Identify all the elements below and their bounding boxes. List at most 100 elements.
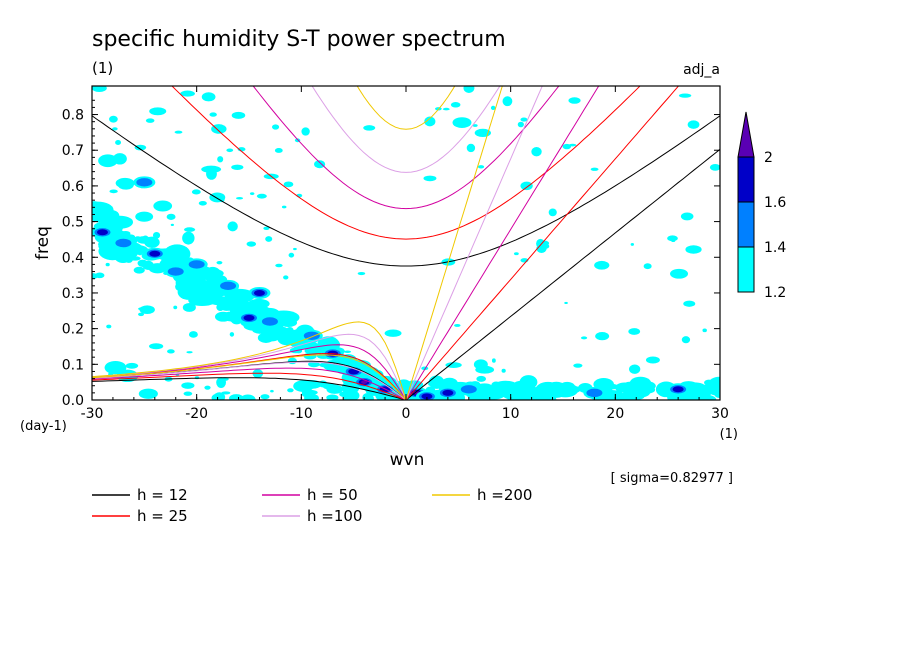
legend-label: h =200 (477, 486, 532, 504)
contour-blob (201, 165, 222, 173)
contour-blob (145, 118, 155, 123)
contour-blob (188, 295, 216, 307)
contour-blob (170, 223, 174, 226)
mrg-curve-h200 (92, 321, 407, 400)
y-tick-label: 0.0 (62, 393, 84, 409)
rossby-curve-h25 (92, 372, 407, 400)
contour-blob (304, 393, 319, 400)
peak-high (149, 250, 161, 257)
contour-blob (237, 147, 246, 152)
peak-mid (167, 267, 184, 276)
contour-blob (106, 324, 112, 329)
chart-title: specific humidity S-T power spectrum (92, 27, 506, 52)
contour-blob (288, 252, 295, 258)
contour-blob (216, 260, 223, 265)
contour-blob (629, 376, 652, 391)
contour-blob (428, 381, 442, 387)
peak-mid (188, 260, 205, 269)
x-tick-label: 30 (711, 406, 729, 422)
rossby-curve-h12 (92, 377, 407, 400)
peak-mid (261, 317, 278, 326)
contour-blob (645, 356, 660, 364)
y-unit: (day-1) (20, 419, 67, 434)
contour-blob (186, 351, 193, 354)
contour-blob (125, 362, 139, 369)
contour-blob (175, 281, 183, 287)
contour-blob (149, 107, 167, 116)
contour-blob (149, 343, 164, 350)
x-tick-label: 10 (502, 406, 520, 422)
contour-blob (514, 380, 532, 387)
contour-blob (318, 339, 327, 344)
contour-blob (568, 97, 581, 104)
legend-label: h = 25 (137, 507, 188, 525)
contour-blob (244, 323, 259, 330)
contour-blob (138, 307, 146, 311)
y-tick-label: 0.2 (62, 322, 84, 338)
colorbar-label: 1.2 (764, 285, 786, 301)
y-tick-label: 0.8 (62, 108, 84, 124)
contour-blob (265, 236, 273, 242)
gravity-curve-h25 (171, 86, 641, 240)
colorbar-segment-1 (737, 246, 755, 293)
contour-blob (450, 102, 461, 108)
contour-blob (681, 336, 691, 344)
contour-blob (213, 392, 226, 400)
contour-blob (491, 358, 496, 363)
contour-blob (494, 393, 501, 399)
contour-blob (517, 121, 524, 128)
contour-blob (92, 273, 98, 280)
contour-blob (643, 263, 652, 270)
legend-label: h =100 (307, 507, 362, 525)
contour-blob (209, 112, 217, 117)
contour-blob (201, 92, 216, 102)
contour-blob (463, 86, 475, 93)
plot-area (92, 86, 720, 400)
rossby-curve-h100 (92, 361, 407, 400)
y-axis: 0.0 0.1 0.2 0.3 0.4 0.5 0.6 0.7 0.8 (62, 99, 720, 409)
contour-blob (687, 120, 700, 129)
contour-blob (182, 231, 195, 245)
y-axis-label: freq (33, 226, 53, 260)
rossby-curve-h50 (92, 367, 407, 400)
legend: h = 12 h = 25 h = 50 h =100 h =200 (92, 486, 532, 525)
contour-blob (526, 394, 541, 400)
contour-blob (112, 127, 118, 131)
x-tick-label: -10 (290, 406, 313, 422)
peak-mid (586, 388, 603, 398)
gravity-curve-h200 (356, 86, 456, 130)
x-unit: (1) (720, 427, 738, 442)
kelvin-curve-h200 (405, 86, 503, 400)
contour-blob (680, 212, 694, 221)
contour-blob (183, 391, 193, 396)
contour-blob (275, 263, 283, 268)
contour-blob (501, 368, 506, 373)
contour-blob (198, 200, 207, 206)
peak-mid (220, 281, 237, 291)
peak-max (361, 380, 368, 384)
colorbar-segment-2 (737, 201, 755, 248)
kelvin-curve-h50 (405, 86, 600, 400)
contour-blob (339, 391, 351, 398)
contour-blob (98, 154, 118, 168)
contour-blob (477, 165, 485, 169)
contour-blob (228, 394, 244, 400)
spectral-power-contours (92, 86, 720, 400)
contour-blob (233, 295, 241, 303)
contour-blob (129, 256, 141, 261)
contour-blob (424, 116, 436, 127)
contour-blob (520, 181, 533, 191)
contour-blob (580, 336, 588, 340)
contour-blob (442, 107, 450, 111)
sigma-text: [ sigma=0.82977 ] (611, 471, 733, 486)
contour-blob (702, 328, 707, 333)
contour-blob (272, 124, 280, 130)
contour-blob (548, 208, 557, 217)
contour-blob (631, 387, 651, 398)
contour-blob (693, 385, 703, 393)
contour-blob (152, 231, 161, 239)
contour-blob (204, 385, 211, 390)
contour-blob (709, 163, 720, 171)
contour-blob (117, 217, 133, 225)
